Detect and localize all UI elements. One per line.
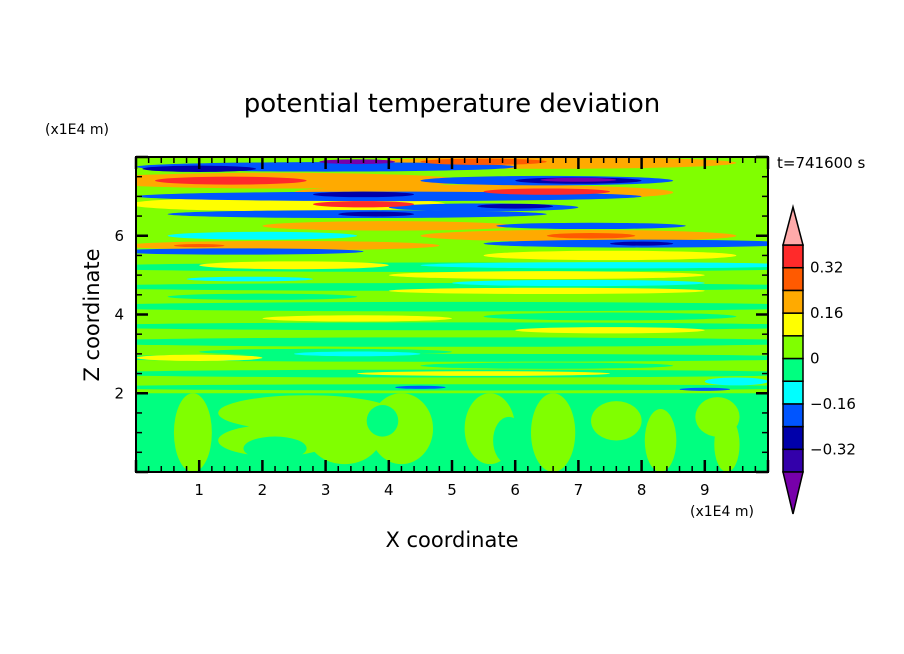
contour-region <box>493 416 525 465</box>
contour-region <box>679 387 731 391</box>
contour-region <box>136 248 364 255</box>
contour-region <box>714 416 740 472</box>
contour-region <box>167 231 358 240</box>
y-tick-label: 4 <box>114 306 124 324</box>
colorbar-bin <box>782 380 804 405</box>
colorbar-max-arrow <box>782 204 804 246</box>
contour-region <box>704 377 768 386</box>
x-tick-label: 8 <box>637 481 647 499</box>
axis-ticks: 1 2 3 4 5 6 7 8 9 2 4 6 <box>114 155 770 499</box>
contour-region <box>540 177 617 182</box>
colorbar-tick-label: 0.32 <box>810 259 843 277</box>
contour-region <box>420 262 768 269</box>
contour-region <box>136 322 768 331</box>
colorbar-bin <box>782 425 804 451</box>
contour-region <box>262 221 516 231</box>
time-label: t=741600 s <box>777 154 865 172</box>
y-axis-label: Z coordinate <box>80 248 104 381</box>
colorbar-bin <box>782 289 804 314</box>
colorbar-bin <box>782 244 804 269</box>
contour-region <box>136 354 263 361</box>
contour-region <box>136 301 768 312</box>
contour-region <box>357 371 610 376</box>
contour-region <box>312 201 415 208</box>
contour-region <box>395 385 446 389</box>
contour-region <box>154 176 307 185</box>
contour-region <box>243 436 307 461</box>
contour-region <box>477 203 554 209</box>
colorbar-bin <box>782 266 804 292</box>
contour-region <box>420 362 674 369</box>
contour-region <box>388 271 705 280</box>
x-tick-label: 2 <box>258 481 268 499</box>
contour-region <box>388 287 705 295</box>
x-tick-label: 6 <box>510 481 520 499</box>
contour-region <box>531 393 576 472</box>
contour-region <box>610 241 674 246</box>
colorbar-tick-label: −0.16 <box>810 395 856 413</box>
contour-region <box>136 240 440 251</box>
x-tick-label: 3 <box>321 481 331 499</box>
contour-region <box>644 408 677 472</box>
y-tick-label: 6 <box>114 227 124 245</box>
contour-field <box>136 157 768 472</box>
contour-region <box>167 293 358 300</box>
contour-region <box>338 211 415 217</box>
colorbar-min-arrow <box>782 471 804 515</box>
contour-region <box>319 159 396 165</box>
contour-region <box>136 384 768 391</box>
y-unit-label: (x1E4 m) <box>45 122 109 138</box>
contour-region <box>366 405 399 437</box>
contour-region <box>483 312 737 321</box>
colorbar: 0.32 0.16 0 −0.16 −0.32 <box>782 204 856 515</box>
x-tick-label: 7 <box>574 481 584 499</box>
contour-region <box>173 393 212 472</box>
contour-region <box>294 351 421 357</box>
colorbar-bin <box>782 357 804 382</box>
contour-region <box>591 401 642 441</box>
contour-region <box>199 261 389 270</box>
colorbar-bin <box>782 448 804 473</box>
colorbar-bin <box>782 403 804 428</box>
colorbar-tick-label: 0.16 <box>810 304 843 322</box>
x-tick-label: 5 <box>447 481 457 499</box>
contour-region <box>483 250 737 261</box>
contour-region <box>306 401 383 465</box>
colorbar-bin <box>782 335 804 360</box>
chart-title: potential temperature deviation <box>244 89 660 119</box>
colorbar-tick-label: −0.32 <box>810 440 856 458</box>
x-tick-label: 4 <box>384 481 394 499</box>
contour-region <box>452 279 705 287</box>
x-tick-label: 9 <box>700 481 710 499</box>
contour-region <box>262 315 453 322</box>
x-axis-label: X coordinate <box>385 528 518 552</box>
contour-region <box>136 353 768 362</box>
x-unit-label: (x1E4 m) <box>690 504 754 520</box>
colorbar-bin <box>782 312 804 337</box>
contour-region <box>515 327 705 334</box>
contour-region <box>312 191 415 198</box>
contour-region <box>546 232 636 239</box>
contour-region <box>136 337 768 347</box>
contour-region <box>173 244 225 248</box>
contour-region <box>496 222 686 230</box>
x-tick-label: 1 <box>194 481 204 499</box>
colorbar-tick-label: 0 <box>810 350 820 368</box>
contour-region <box>483 188 610 195</box>
y-tick-label: 2 <box>114 384 124 402</box>
contour-region <box>186 276 313 282</box>
